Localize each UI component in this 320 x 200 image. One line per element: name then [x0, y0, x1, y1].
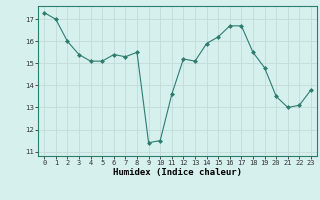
X-axis label: Humidex (Indice chaleur): Humidex (Indice chaleur)	[113, 168, 242, 177]
